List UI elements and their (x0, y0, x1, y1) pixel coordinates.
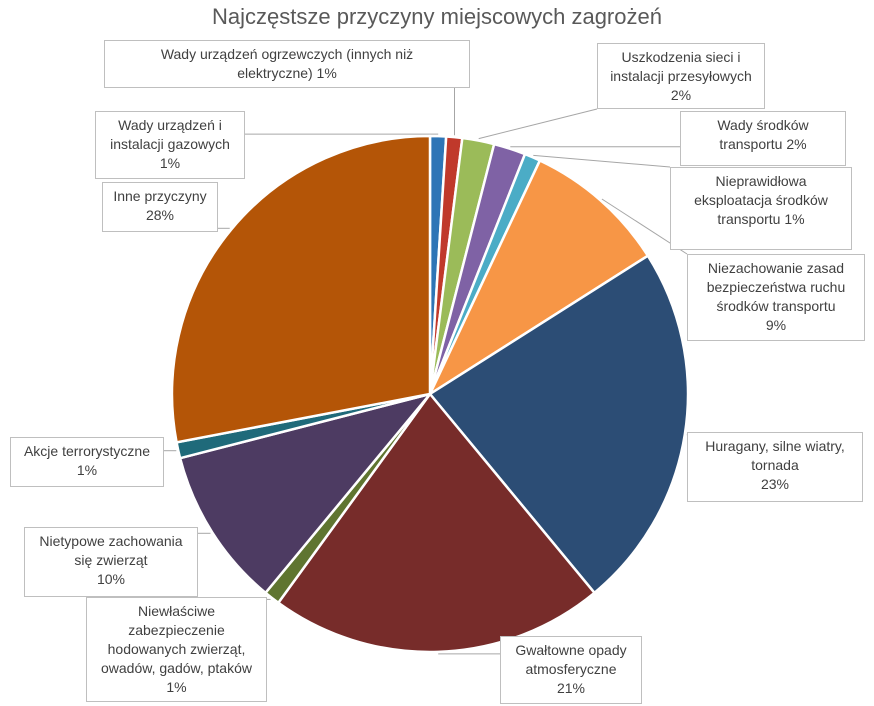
data-label-9: Niewłaściwe zabezpieczenie hodowanych zwie… (86, 597, 267, 702)
data-label-line: 1% (166, 679, 187, 695)
data-label-line: 1% (76, 462, 98, 478)
data-label-line: eksploatacja środków (694, 192, 828, 208)
data-label-line: instalacji gazowych (110, 136, 230, 152)
data-label-line: 9% (765, 317, 787, 333)
data-label-8: Gwałtowne opady atmosferyczne 21% (500, 636, 642, 704)
data-label-line: Wady środków (717, 117, 809, 133)
data-label-5: Nieprawidłowa eksploatacja środków transpo… (670, 167, 852, 250)
leader-line-3 (478, 108, 598, 140)
data-label-line: Huragany, silne wiatry, (705, 438, 845, 454)
data-label-line: Akcje terrorystyczne (23, 443, 151, 459)
data-label-line: hodowanych zwierząt, (107, 641, 246, 657)
pie-slice-8 (276, 391, 597, 654)
data-label-line: 28% (145, 207, 175, 223)
data-label-6: Niezachowanie zasad bezpieczeństwa ruchu ś… (687, 254, 865, 341)
data-label-10: Nietypowe zachowania się zwierząt 10% (24, 527, 198, 597)
data-label-1: Wady urządzeń i instalacji gazowych 1% (95, 111, 245, 179)
data-label-line: Nietypowe zachowania (39, 533, 183, 549)
leader-lines (164, 88, 688, 655)
data-label-line: 1% (159, 155, 181, 171)
data-label-line: atmosferyczne (525, 661, 617, 677)
data-label-4: Wady środków transportu 2% (680, 111, 846, 166)
pie-slice-10 (178, 391, 434, 595)
data-label-line: 23% (760, 476, 790, 492)
data-label-11: Akcje terrorystyczne 1% (10, 437, 164, 487)
data-label-line: Niewłaściwe (137, 603, 216, 619)
data-label-line: Wady urządzeń i (118, 117, 222, 133)
data-label-3: Uszkodzenia sieci i instalacji przesyłowy… (597, 43, 765, 109)
data-label-line: tornada (751, 457, 799, 473)
pie-slice-7 (428, 254, 690, 595)
data-label-2: Wady urządzeń ogrzewczych (innych niż ele… (104, 40, 470, 88)
data-label-line: transportu 2% (719, 136, 807, 152)
data-label-line: zabezpieczenie (128, 622, 225, 638)
data-label-line: Nieprawidłowa (715, 173, 807, 189)
data-label-line: Gwałtowne opady (515, 642, 627, 658)
data-label-line: Niezachowanie zasad (707, 260, 845, 276)
pie-slices (170, 134, 690, 654)
data-label-12: Inne przyczyny 28% (102, 182, 218, 232)
data-label-line: 21% (556, 680, 586, 696)
data-label-line: środków transportu (716, 298, 836, 314)
leader-line-5 (533, 154, 671, 168)
data-label-line: 10% (96, 571, 126, 587)
data-label-line: 2% (670, 87, 692, 103)
data-label-line: bezpieczeństwa ruchu (706, 279, 846, 295)
data-label-line: Uszkodzenia sieci i (621, 49, 741, 65)
data-label-line: owadów, gadów, ptaków (101, 660, 252, 676)
pie-slice-6 (427, 158, 650, 398)
data-label-7: Huragany, silne wiatry, tornada 23% (687, 432, 863, 502)
data-label-line: Wady urządzeń ogrzewczych (innych niż (160, 46, 414, 62)
data-label-line: Inne przyczyny (113, 188, 207, 204)
data-label-line: się zwierząt (74, 552, 148, 568)
chart-title: Najczęstsze przyczyny miejscowych zagroż… (212, 4, 662, 29)
data-label-line: instalacji przesyłowych (610, 68, 752, 84)
data-label-line: transportu 1% (717, 211, 805, 227)
data-label-line: elektryczne) 1% (237, 65, 337, 81)
pie-slice-12 (170, 134, 432, 444)
